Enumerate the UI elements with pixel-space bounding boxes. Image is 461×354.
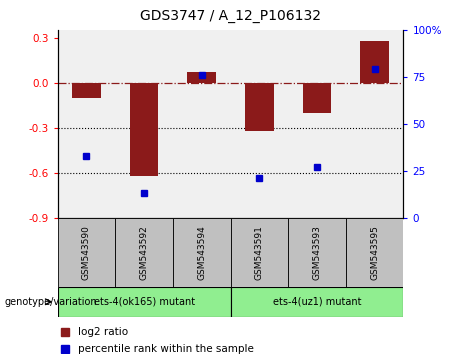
Bar [130, 82, 159, 176]
Text: GSM543591: GSM543591 [255, 225, 264, 280]
Text: GSM543592: GSM543592 [140, 225, 148, 280]
Text: ets-4(uz1) mutant: ets-4(uz1) mutant [273, 297, 361, 307]
Bar [360, 41, 389, 82]
Text: GSM543593: GSM543593 [313, 225, 321, 280]
Text: GSM543595: GSM543595 [370, 225, 379, 280]
Text: genotype/variation: genotype/variation [5, 297, 97, 307]
Text: log2 ratio: log2 ratio [78, 327, 129, 337]
Text: GSM543594: GSM543594 [197, 225, 206, 280]
Bar [72, 82, 101, 98]
Bar [302, 82, 331, 113]
Bar [230, 218, 288, 287]
Text: GSM543590: GSM543590 [82, 225, 91, 280]
Bar [173, 218, 230, 287]
Bar [245, 82, 274, 131]
Bar [187, 72, 216, 82]
Bar [288, 218, 346, 287]
Bar [346, 218, 403, 287]
Bar [58, 218, 115, 287]
Text: ets-4(ok165) mutant: ets-4(ok165) mutant [94, 297, 195, 307]
Bar [58, 287, 230, 317]
Text: percentile rank within the sample: percentile rank within the sample [78, 344, 254, 354]
Bar [230, 287, 403, 317]
Text: GDS3747 / A_12_P106132: GDS3747 / A_12_P106132 [140, 9, 321, 23]
Bar [115, 218, 173, 287]
